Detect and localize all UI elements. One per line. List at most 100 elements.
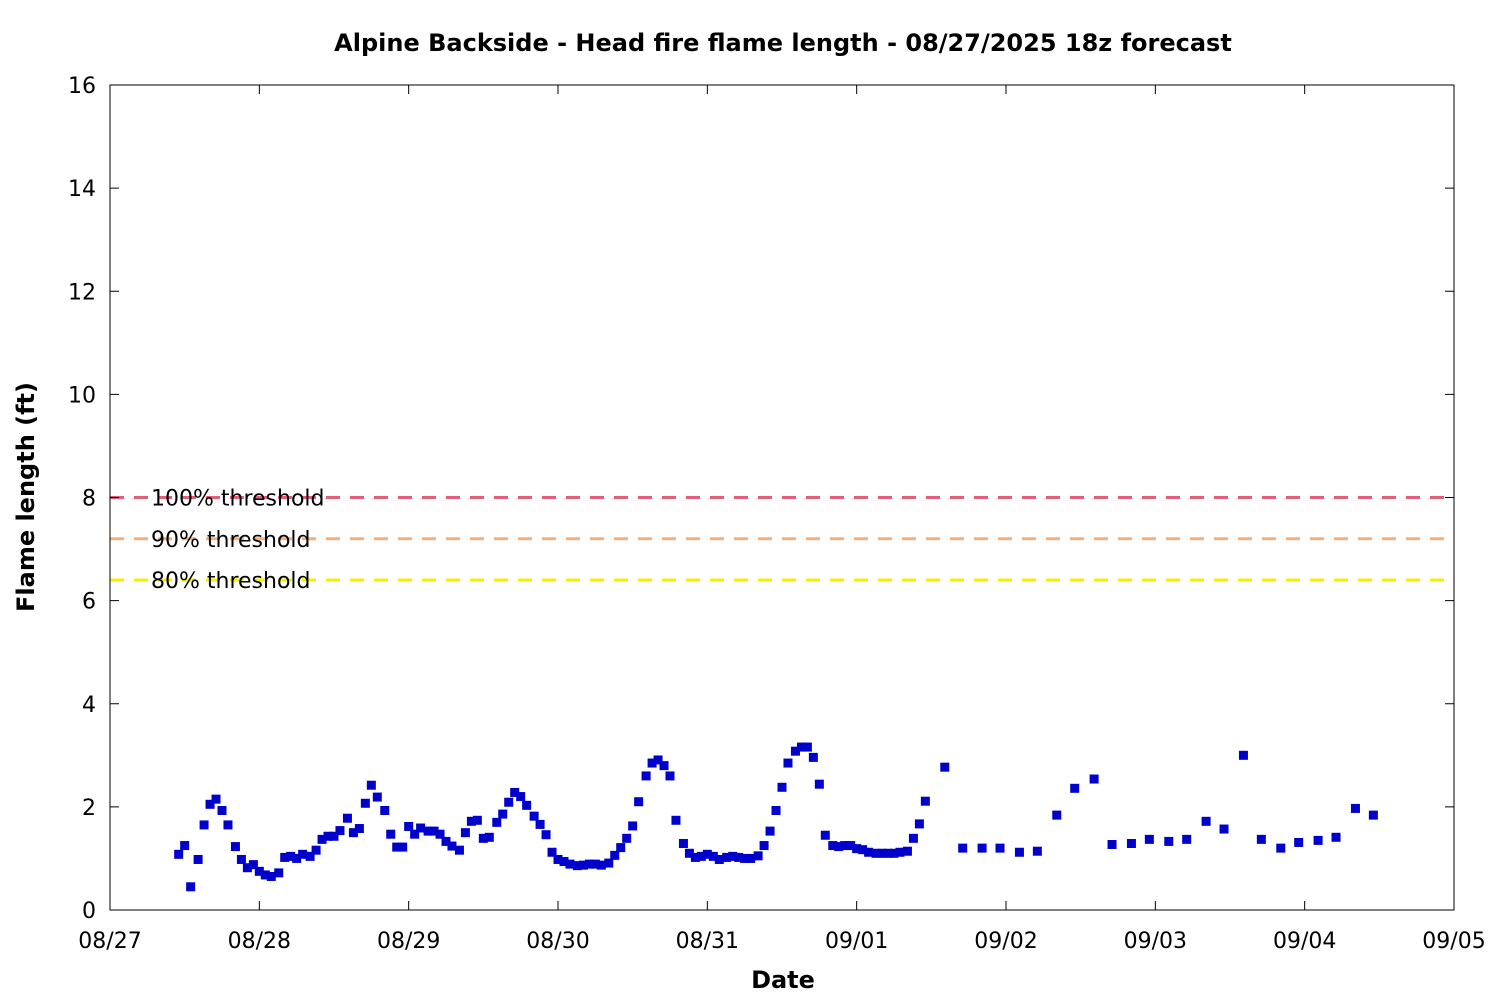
data-point: [671, 815, 681, 825]
data-point: [478, 833, 488, 843]
data-point: [883, 848, 893, 858]
data-point: [186, 882, 196, 892]
data-point: [740, 853, 750, 863]
data-point: [329, 831, 339, 841]
data-point: [995, 843, 1005, 853]
y-tick-label: 16: [68, 74, 96, 99]
data-point: [435, 829, 445, 839]
data-point: [342, 813, 352, 823]
data-point: [659, 761, 669, 771]
data-point: [236, 854, 246, 864]
data-point: [684, 848, 694, 858]
data-point: [1201, 816, 1211, 826]
data-point: [466, 816, 476, 826]
data-point: [702, 849, 712, 859]
data-point: [1070, 783, 1080, 793]
data-point: [1144, 834, 1154, 844]
data-point: [653, 755, 663, 765]
data-point: [596, 860, 606, 870]
data-point: [840, 841, 850, 851]
data-point: [516, 792, 526, 802]
data-point: [360, 798, 370, 808]
data-point: [441, 836, 451, 846]
y-tick-label: 6: [82, 590, 96, 615]
data-point: [547, 847, 557, 857]
data-point: [423, 826, 433, 836]
x-axis-label: Date: [751, 966, 815, 994]
y-tick-label: 2: [82, 796, 96, 821]
data-point: [305, 851, 315, 861]
data-point: [628, 821, 638, 831]
data-point: [722, 852, 732, 862]
data-point: [1126, 838, 1136, 848]
data-point: [708, 851, 718, 861]
data-point: [266, 871, 276, 881]
data-points: [174, 742, 1378, 892]
data-point: [398, 842, 408, 852]
data-point: [783, 758, 793, 768]
data-point: [392, 842, 402, 852]
x-tick-label: 09/04: [1273, 929, 1336, 954]
data-point: [1313, 835, 1323, 845]
data-point: [404, 821, 414, 831]
data-point: [298, 849, 308, 859]
data-point: [211, 794, 221, 804]
data-point: [1350, 803, 1360, 813]
data-point: [714, 854, 724, 864]
x-tick-label: 09/02: [974, 929, 1037, 954]
data-point: [1107, 840, 1117, 850]
data-point: [348, 828, 358, 838]
data-point: [199, 820, 209, 830]
data-point: [1368, 810, 1378, 820]
data-point: [690, 852, 700, 862]
data-point: [790, 746, 800, 756]
y-tick-label: 0: [82, 899, 96, 924]
data-point: [535, 819, 545, 829]
data-point: [504, 797, 514, 807]
data-point: [386, 829, 396, 839]
data-point: [908, 833, 918, 843]
data-point: [311, 845, 321, 855]
data-point: [759, 841, 769, 851]
data-point: [1331, 832, 1341, 842]
data-point: [380, 805, 390, 815]
data-point: [802, 742, 812, 752]
data-point: [796, 742, 806, 752]
data-point: [323, 831, 333, 841]
plot-area-frame: [109, 84, 1455, 911]
data-point: [372, 792, 382, 802]
data-point: [902, 846, 912, 856]
threshold-lines: 100% threshold 90% threshold 80% threshold: [110, 487, 1454, 594]
data-point: [958, 843, 968, 853]
data-point: [578, 860, 588, 870]
data-point: [1052, 810, 1062, 820]
data-point: [746, 853, 756, 863]
data-point: [553, 854, 563, 864]
data-point: [447, 841, 457, 851]
data-point: [292, 853, 302, 863]
data-point: [808, 752, 818, 762]
x-tick-label: 08/30: [526, 929, 589, 954]
data-point: [834, 842, 844, 852]
y-tick-label: 10: [68, 383, 96, 408]
data-point: [820, 830, 830, 840]
data-point: [242, 863, 252, 873]
data-point: [765, 826, 775, 836]
data-point: [286, 851, 296, 861]
data-point: [828, 841, 838, 851]
data-point: [814, 779, 824, 789]
data-point: [559, 857, 569, 867]
data-point: [565, 859, 575, 869]
data-point: [248, 860, 258, 870]
y-tick-label: 8: [82, 487, 96, 512]
x-tick-label: 08/31: [676, 929, 739, 954]
data-point: [753, 851, 763, 861]
data-point: [354, 824, 364, 834]
data-point: [454, 845, 464, 855]
data-point: [1276, 843, 1286, 853]
data-point: [1089, 774, 1099, 784]
y-tick-label: 12: [68, 280, 96, 305]
data-point: [616, 843, 626, 853]
data-point: [572, 861, 582, 871]
data-point: [864, 847, 874, 857]
